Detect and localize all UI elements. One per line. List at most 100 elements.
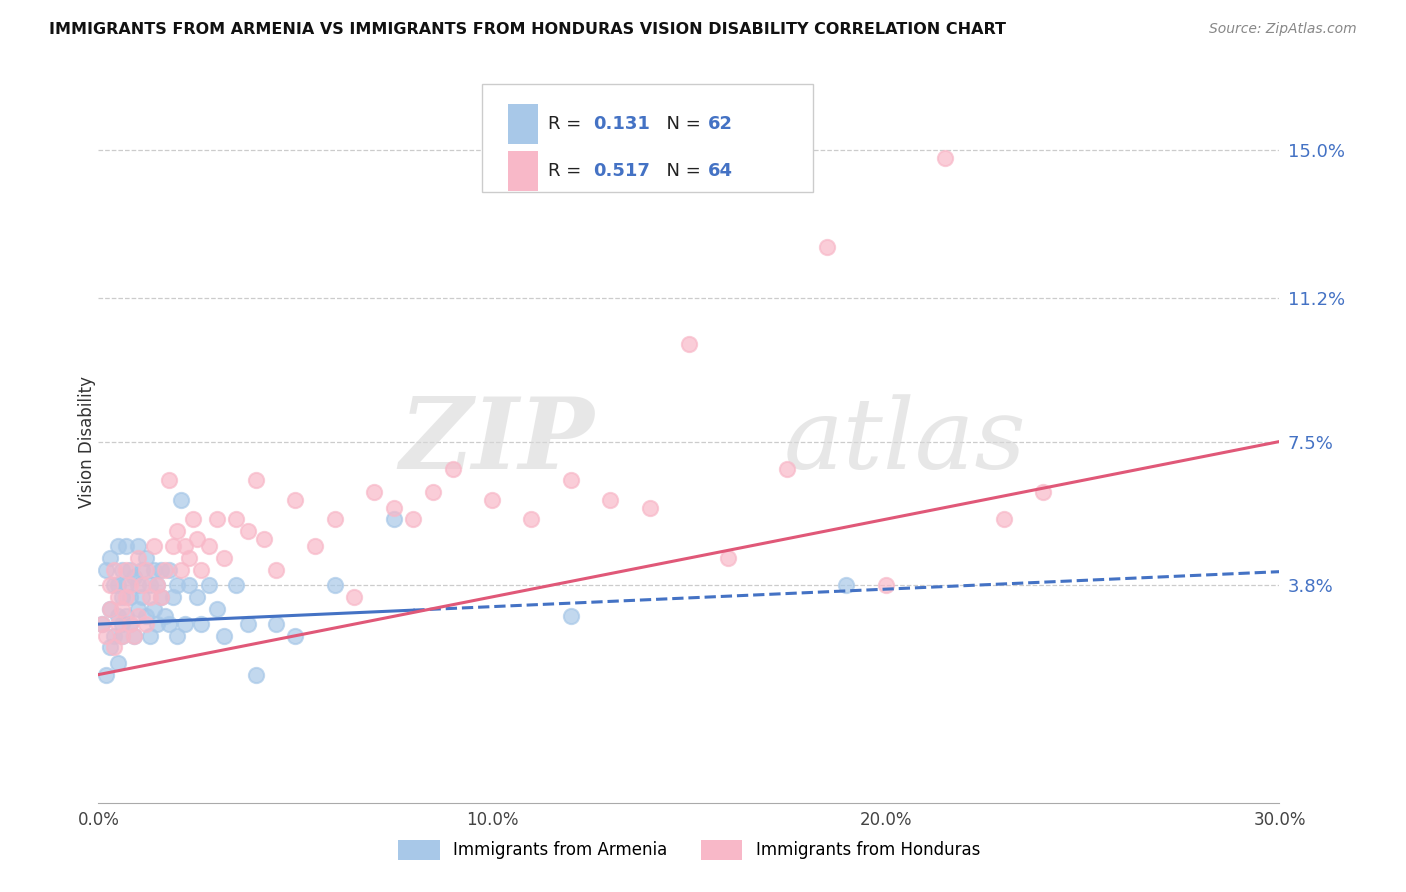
- Point: [993, 512, 1015, 526]
- Bar: [508, 104, 537, 144]
- Point: [122, 629, 145, 643]
- Point: [560, 474, 582, 488]
- Point: [96, 563, 118, 577]
- Text: ZIP: ZIP: [399, 393, 595, 490]
- Point: [520, 512, 543, 526]
- Point: [181, 512, 204, 526]
- Point: [264, 563, 287, 577]
- Point: [118, 617, 141, 632]
- Point: [150, 590, 173, 604]
- Text: 0.517: 0.517: [593, 162, 650, 180]
- Point: [174, 617, 197, 632]
- Point: [343, 590, 366, 604]
- Point: [1032, 485, 1054, 500]
- Point: [98, 601, 121, 615]
- Point: [214, 551, 236, 566]
- Point: [323, 512, 346, 526]
- Text: IMMIGRANTS FROM ARMENIA VS IMMIGRANTS FROM HONDURAS VISION DISABILITY CORRELATIO: IMMIGRANTS FROM ARMENIA VS IMMIGRANTS FR…: [49, 22, 1007, 37]
- Point: [717, 551, 740, 566]
- Point: [118, 563, 141, 577]
- Point: [127, 601, 149, 615]
- Point: [264, 617, 287, 632]
- Point: [98, 578, 121, 592]
- Point: [441, 461, 464, 475]
- Point: [91, 617, 114, 632]
- Text: 0.131: 0.131: [593, 115, 650, 133]
- Point: [111, 629, 134, 643]
- Point: [115, 563, 138, 577]
- Point: [131, 578, 153, 592]
- Point: [174, 540, 197, 554]
- Point: [157, 617, 180, 632]
- Point: [363, 485, 385, 500]
- Point: [103, 629, 125, 643]
- Text: 64: 64: [707, 162, 733, 180]
- Point: [115, 609, 138, 624]
- Point: [131, 563, 153, 577]
- Point: [205, 601, 228, 615]
- Point: [107, 540, 129, 554]
- Point: [776, 461, 799, 475]
- Point: [111, 617, 134, 632]
- FancyBboxPatch shape: [482, 84, 813, 193]
- Point: [190, 617, 212, 632]
- Point: [96, 629, 118, 643]
- Point: [111, 563, 134, 577]
- Point: [118, 578, 141, 592]
- Point: [138, 578, 160, 592]
- Point: [253, 532, 276, 546]
- Point: [835, 578, 858, 592]
- Point: [150, 590, 173, 604]
- Point: [98, 551, 121, 566]
- Point: [127, 551, 149, 566]
- Point: [103, 578, 125, 592]
- Point: [146, 578, 169, 592]
- Point: [146, 617, 169, 632]
- Point: [166, 629, 188, 643]
- Point: [127, 540, 149, 554]
- Text: N =: N =: [655, 162, 706, 180]
- Point: [135, 551, 157, 566]
- Point: [170, 492, 193, 507]
- Point: [135, 617, 157, 632]
- Point: [131, 590, 153, 604]
- Point: [186, 532, 208, 546]
- Point: [245, 667, 267, 681]
- Point: [138, 590, 160, 604]
- Point: [214, 629, 236, 643]
- Point: [402, 512, 425, 526]
- Point: [304, 540, 326, 554]
- Point: [142, 563, 165, 577]
- Point: [166, 578, 188, 592]
- Point: [382, 512, 405, 526]
- Text: atlas: atlas: [783, 394, 1026, 489]
- Point: [135, 609, 157, 624]
- Y-axis label: Vision Disability: Vision Disability: [79, 376, 96, 508]
- Text: R =: R =: [548, 162, 588, 180]
- Point: [157, 563, 180, 577]
- Point: [107, 609, 129, 624]
- Point: [103, 640, 125, 655]
- Point: [107, 578, 129, 592]
- Point: [166, 524, 188, 538]
- Point: [599, 492, 621, 507]
- Point: [177, 551, 200, 566]
- Point: [155, 563, 177, 577]
- Point: [115, 540, 138, 554]
- Point: [422, 485, 444, 500]
- Point: [96, 667, 118, 681]
- Point: [115, 578, 138, 592]
- Point: [560, 609, 582, 624]
- Point: [118, 590, 141, 604]
- Point: [107, 617, 129, 632]
- Point: [103, 563, 125, 577]
- Point: [815, 240, 838, 254]
- Point: [107, 590, 129, 604]
- Point: [150, 563, 173, 577]
- Point: [111, 601, 134, 615]
- Point: [142, 601, 165, 615]
- Point: [323, 578, 346, 592]
- Text: 62: 62: [707, 115, 733, 133]
- Point: [118, 617, 141, 632]
- Point: [197, 578, 219, 592]
